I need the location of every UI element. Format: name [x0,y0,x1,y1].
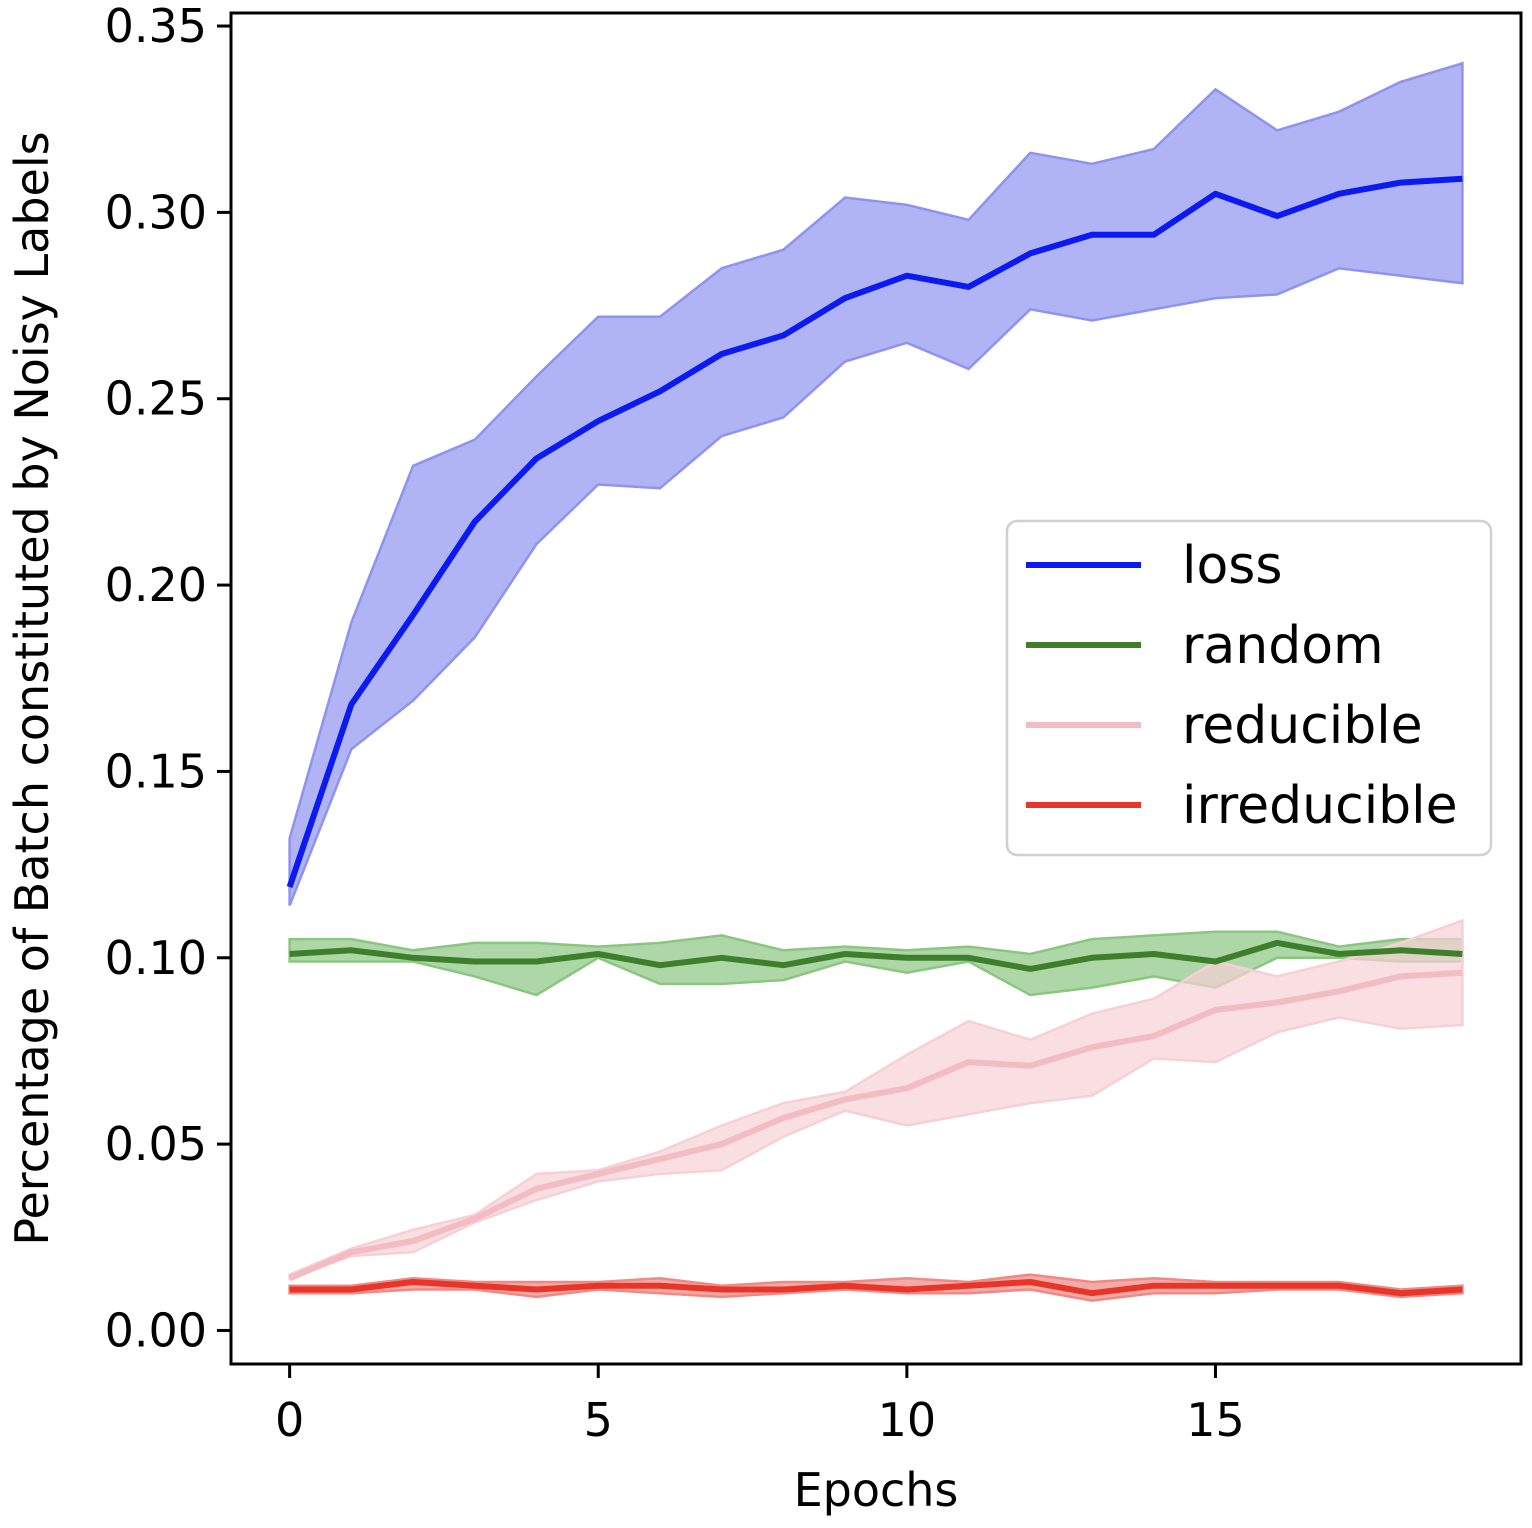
x-tick-label: 5 [584,1393,613,1447]
line-loss [286,175,1463,888]
band-reducible [288,918,1464,1281]
legend-label-irreducible: irreducible [1182,776,1458,836]
line-irreducible [289,1279,1463,1297]
x-axis-ticks: 0 5 10 15 [275,1364,1245,1447]
legend-label-reducible: reducible [1182,696,1423,756]
y-tick-label: 0.10 [105,931,207,985]
y-tick-label: 0.00 [105,1303,207,1357]
y-tick-label: 0.05 [105,1117,207,1171]
y-axis-ticks: 0.00 0.05 0.10 0.15 0.20 0.25 0.30 0.35 [105,0,231,1357]
y-tick-label: 0.30 [105,185,207,239]
band-loss [288,61,1464,907]
y-tick-label: 0.20 [105,558,207,612]
legend-box [1005,519,1493,857]
y-tick-label: 0.15 [105,744,207,798]
y-tick-label: 0.25 [105,372,207,426]
x-axis-title: Epochs [794,1463,959,1517]
x-tick-label: 15 [1186,1393,1245,1447]
y-tick-label: 0.35 [105,0,207,53]
line-random [289,939,1463,972]
line-reducible [288,969,1463,1282]
legend-label-loss: loss [1182,536,1282,596]
x-tick-label: 10 [878,1393,937,1447]
legend: loss random reducible irreducible [1005,519,1493,857]
y-axis-title: Percentage of Batch constituted by Noisy… [5,131,59,1245]
legend-label-random: random [1182,616,1384,676]
x-tick-label: 0 [275,1393,304,1447]
series-lines [286,175,1463,1297]
plot-frame [229,11,1523,1366]
